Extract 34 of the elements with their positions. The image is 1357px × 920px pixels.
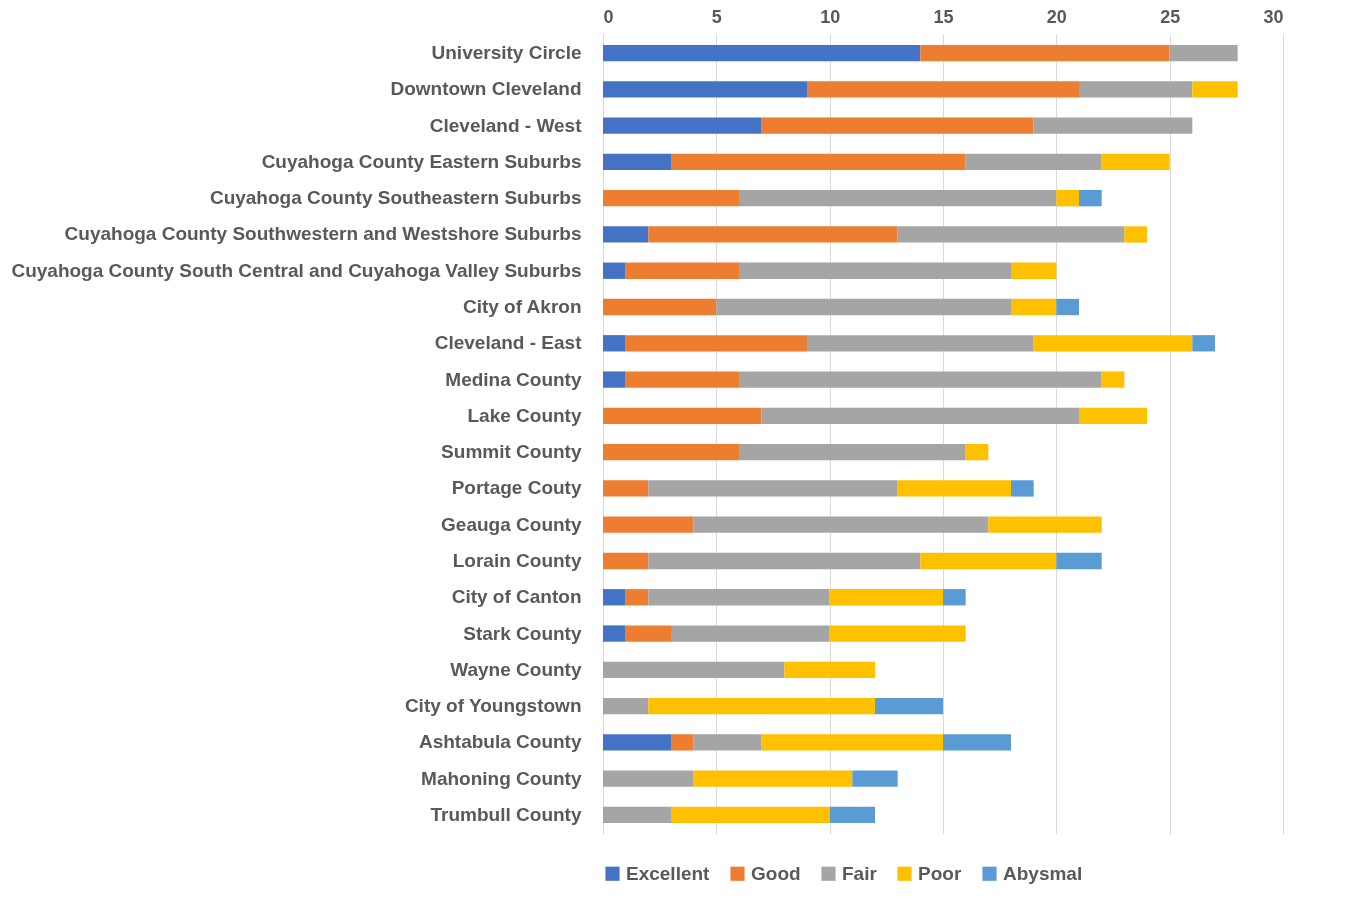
legend-label: Good <box>751 862 801 884</box>
y-tick-label: Lorain County <box>452 549 582 571</box>
y-tick-label: Mahoning County <box>421 767 582 789</box>
x-tick-label: 20 <box>1046 6 1067 27</box>
y-tick-label: Portage Couty <box>451 477 582 499</box>
legend-label: Excellent <box>626 862 711 884</box>
y-tick-label: Downtown Cleveland <box>390 78 582 100</box>
x-tick-label: 25 <box>1160 6 1181 27</box>
y-tick-label: Summit County <box>441 441 582 463</box>
x-tick-label: 10 <box>820 6 841 27</box>
y-tick-label: Cuyahoga County Southeastern Suburbs <box>209 187 582 209</box>
y-tick-label: Ashtabula County <box>418 731 582 753</box>
y-tick-label: Cuyahoga County South Central and Cuyahoga Valley Suburbs <box>11 259 582 281</box>
x-tick-label: 15 <box>933 6 954 27</box>
y-tick-label: Medina County <box>445 368 582 390</box>
y-tick-label: Geauga County <box>441 513 582 535</box>
y-tick-label: Trumbull County <box>430 803 582 825</box>
y-tick-label: City of Akron <box>462 296 582 318</box>
y-tick-label: Lake County <box>467 404 582 426</box>
legend-label: Poor <box>918 862 962 884</box>
legend-label: Fair <box>842 862 878 884</box>
y-tick-label: City of Youngstown <box>404 695 582 717</box>
x-tick-label: 5 <box>711 6 722 27</box>
x-tick-label: 30 <box>1263 6 1284 27</box>
y-tick-label: City of Canton <box>451 586 582 608</box>
y-tick-label: Cuyahoga County Eastern Suburbs <box>261 150 582 172</box>
y-tick-label: Wayne County <box>450 658 582 680</box>
y-tick-label: Stark County <box>463 622 582 644</box>
y-tick-label: Cleveland - West <box>429 114 583 136</box>
x-tick-label: 0 <box>603 6 614 27</box>
y-tick-label: University Circle <box>431 42 582 64</box>
y-tick-label: Cleveland - East <box>434 332 583 354</box>
y-tick-label: Cuyahoga County Southwestern and Westshore Suburbs <box>64 223 582 245</box>
legend-label: Abysmal <box>1003 862 1083 884</box>
